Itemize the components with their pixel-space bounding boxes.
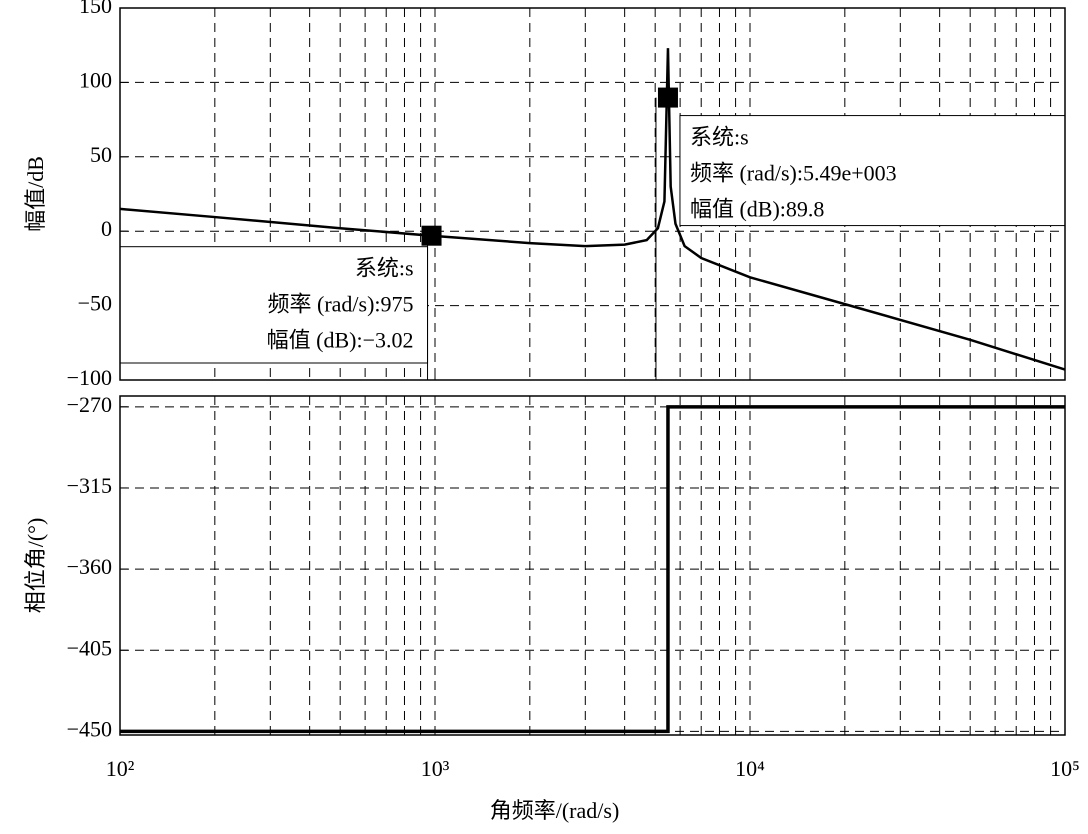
datatip-marker [421,225,442,246]
datatip-box [679,115,1066,227]
y-tick-label: −315 [67,473,112,498]
datatip-text: 系统:s [355,256,414,281]
datatip-text: 系统:s [690,125,749,150]
axes-frame [119,395,1066,736]
y-tick-label: −405 [67,635,112,660]
x-tick-label: 10³ [421,756,450,781]
data-line [120,405,1065,734]
y-tick-label: −270 [67,392,112,417]
y-tick-label: −100 [67,365,112,390]
datatip-box [119,246,429,364]
y-axis-label: 相位角/(°) [23,518,48,614]
x-tick-label: 10⁴ [735,756,765,781]
y-tick-label: 150 [79,0,112,18]
plot-area [120,396,1065,735]
x-axis-label: 角频率/(rad/s) [490,798,620,823]
datatip-text: 频率 (rad/s):975 [268,292,414,317]
x-tick-label: 10⁵ [1050,756,1080,781]
datatip-text: 幅值 (dB):89.8 [690,197,824,222]
y-tick-label: 0 [101,216,112,241]
y-axis-label: 幅值/dB [23,156,48,232]
datatip-marker [657,87,678,108]
datatip-text: 频率 (rad/s):5.49e+003 [690,161,897,186]
y-tick-label: −360 [67,554,112,579]
datatip-text: 幅值 (dB):−3.02 [267,328,414,353]
y-tick-label: −50 [78,291,112,316]
y-tick-label: 100 [79,67,112,92]
y-tick-label: −450 [67,716,112,741]
y-tick-label: 50 [90,142,112,167]
x-tick-label: 10² [106,756,135,781]
axes-frame [119,7,1066,381]
